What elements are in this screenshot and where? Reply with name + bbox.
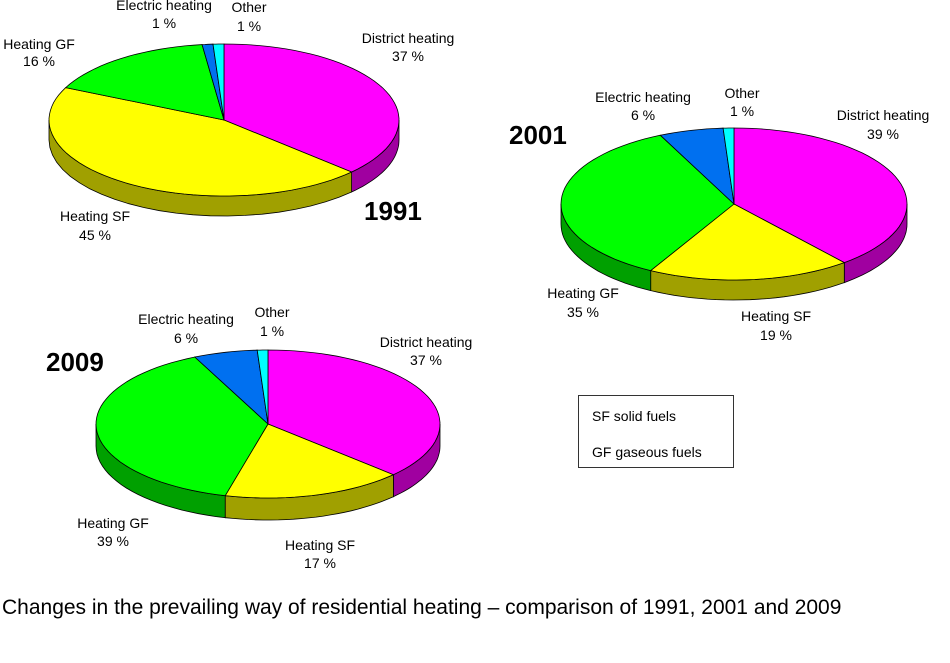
slice-value-other: 1 %	[260, 323, 284, 339]
slice-value-other: 1 %	[237, 18, 261, 34]
pie-slice-district-heating	[223, 43, 400, 173]
slice-label-heating-gf: Heating GF	[547, 285, 619, 301]
slice-value-heating-sf: 19 %	[760, 327, 792, 343]
slice-value-district-heating: 37 %	[410, 352, 442, 368]
slice-label-electric-heating: Electric heating	[116, 0, 212, 13]
slice-value-heating-gf: 35 %	[567, 304, 599, 320]
figure-caption: Changes in the prevailing way of residen…	[2, 596, 842, 619]
pie-charts: 1991 District heating 37 % Heating SF 45 % He…	[3, 0, 929, 571]
pie-slice-other	[256, 349, 269, 425]
slice-value-electric-heating: 1 %	[152, 15, 176, 31]
slice-label-other: Other	[231, 0, 266, 15]
pie-chart-1991: 1991 District heating 37 % Heating SF 45 % He…	[3, 0, 454, 243]
slice-value-other: 1 %	[730, 103, 754, 119]
pie-chart-2001: 2001 District heating 39 % Heating SF 19 % He…	[509, 85, 929, 343]
pie-slice-other	[212, 43, 225, 121]
pie-slice-district-heating	[267, 349, 441, 476]
pie-year-label: 2009	[46, 347, 104, 377]
pie-slice-heating-gf	[560, 134, 735, 272]
pie-slice-heating-sf	[48, 87, 353, 197]
pie-slice-heating-gf	[64, 44, 225, 121]
slice-label-district-heating: District heating	[837, 107, 930, 123]
pie-slice-electric-heating	[193, 349, 269, 426]
pie-chart-2009: 2009 District heating 37 % Heating SF 17 % He…	[46, 304, 472, 571]
slice-value-heating-sf: 45 %	[79, 227, 111, 243]
slice-label-heating-gf: Heating GF	[77, 515, 149, 531]
slice-label-heating-sf: Heating SF	[60, 208, 130, 224]
pie-slice-heating-sf	[224, 423, 395, 499]
slice-label-heating-gf: Heating GF	[3, 36, 75, 52]
pie-slice-district-heating	[733, 127, 908, 264]
slice-label-other: Other	[724, 85, 759, 101]
slice-value-district-heating: 37 %	[392, 48, 424, 64]
pie-slice-electric-heating	[659, 127, 735, 206]
slice-value-heating-sf: 17 %	[304, 555, 336, 571]
pie-slice-heating-sf	[649, 203, 846, 281]
pie-year-label: 2001	[509, 120, 567, 150]
slice-value-district-heating: 39 %	[867, 126, 899, 142]
slice-value-electric-heating: 6 %	[174, 330, 198, 346]
legend-line-solid-fuels: SF solid fuels	[592, 408, 677, 424]
legend-line-gaseous-fuels: GF gaseous fuels	[592, 444, 702, 460]
abbreviation-legend: SF solid fuels GF gaseous fuels	[578, 395, 734, 468]
pie-year-label: 1991	[364, 196, 422, 226]
slice-value-electric-heating: 6 %	[631, 107, 655, 123]
slice-label-other: Other	[254, 304, 289, 320]
slice-label-district-heating: District heating	[380, 334, 473, 350]
slice-value-heating-gf: 39 %	[97, 533, 129, 549]
slice-label-heating-sf: Heating SF	[285, 537, 355, 553]
slice-label-electric-heating: Electric heating	[595, 89, 691, 105]
slice-label-heating-sf: Heating SF	[741, 308, 811, 324]
pie-slice-heating-gf	[95, 356, 269, 497]
slice-value-heating-gf: 16 %	[23, 53, 55, 69]
pie-slice-other	[722, 127, 735, 205]
slice-label-district-heating: District heating	[362, 30, 455, 46]
slice-label-electric-heating: Electric heating	[138, 311, 234, 327]
